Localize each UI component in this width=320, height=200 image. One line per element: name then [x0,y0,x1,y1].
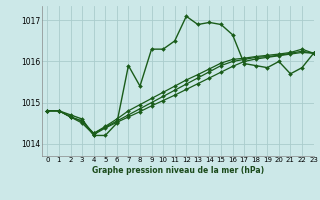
X-axis label: Graphe pression niveau de la mer (hPa): Graphe pression niveau de la mer (hPa) [92,166,264,175]
